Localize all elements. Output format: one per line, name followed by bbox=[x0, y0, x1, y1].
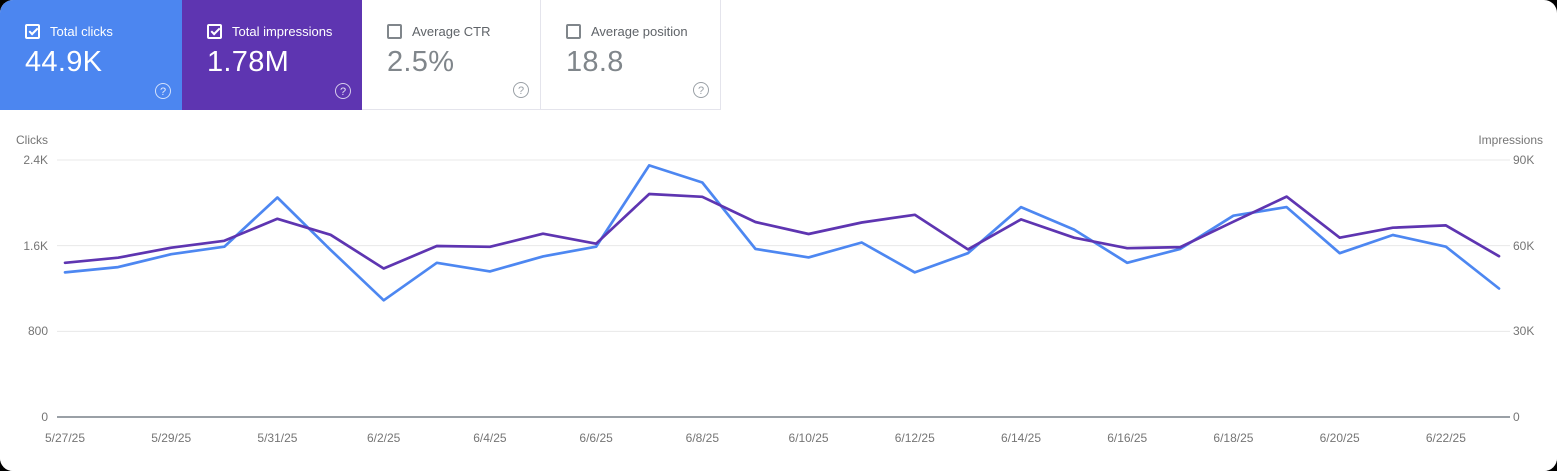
help-icon[interactable]: ? bbox=[513, 82, 529, 98]
metric-value: 2.5% bbox=[387, 46, 455, 78]
metric-value: 18.8 bbox=[566, 46, 624, 78]
x-axis-label: 6/6/25 bbox=[579, 431, 613, 445]
metric-card-average-position[interactable]: Average position 18.8 ? bbox=[541, 0, 721, 110]
x-axis-label: 6/2/25 bbox=[366, 431, 401, 445]
checkbox-checked-icon[interactable] bbox=[25, 24, 40, 39]
x-axis-label: 5/31/25 bbox=[257, 431, 298, 445]
y-axis-tick-clicks: 1.6K bbox=[23, 238, 48, 253]
help-icon[interactable]: ? bbox=[335, 83, 351, 99]
metric-card-header: Total impressions bbox=[207, 24, 332, 39]
help-icon[interactable]: ? bbox=[155, 83, 171, 99]
y-axis-tick-impressions: 90K bbox=[1513, 153, 1535, 167]
metric-value: 44.9K bbox=[25, 46, 103, 78]
x-axis-label: 6/16/25 bbox=[1107, 431, 1148, 445]
x-axis-label: 5/27/25 bbox=[44, 431, 86, 445]
help-icon[interactable]: ? bbox=[693, 82, 709, 98]
x-axis-label: 6/20/25 bbox=[1319, 431, 1360, 445]
y-axis-tick-clicks: 2.4K bbox=[23, 153, 48, 167]
x-axis-label: 6/4/25 bbox=[473, 431, 507, 445]
metric-value: 1.78M bbox=[207, 46, 290, 78]
x-axis-label: 6/22/25 bbox=[1425, 431, 1466, 445]
y-axis-tick-impressions: 60K bbox=[1513, 238, 1535, 253]
x-axis-label: 6/14/25 bbox=[1000, 431, 1042, 445]
y-axis-tick-clicks: 0 bbox=[41, 410, 48, 424]
x-axis-label: 5/29/25 bbox=[151, 431, 192, 445]
metric-label: Total clicks bbox=[50, 24, 113, 39]
x-axis-label: 6/8/25 bbox=[685, 431, 720, 445]
metric-card-total-clicks[interactable]: Total clicks 44.9K ? bbox=[0, 0, 182, 110]
x-axis-label: 6/10/25 bbox=[788, 431, 829, 445]
y-axis-tick-impressions: 0 bbox=[1513, 410, 1520, 424]
metric-card-header: Total clicks bbox=[25, 24, 113, 39]
checkbox-unchecked-icon[interactable] bbox=[387, 24, 402, 39]
clicks-line bbox=[63, 164, 1501, 302]
metric-card-header: Average CTR bbox=[387, 24, 491, 39]
checkbox-checked-icon[interactable] bbox=[207, 24, 222, 39]
x-axis-label: 6/18/25 bbox=[1213, 431, 1254, 445]
metric-card-total-impressions[interactable]: Total impressions 1.78M ? bbox=[182, 0, 362, 110]
metric-card-average-ctr[interactable]: Average CTR 2.5% ? bbox=[362, 0, 541, 110]
metric-label: Total impressions bbox=[232, 24, 333, 39]
left-axis-title: Clicks bbox=[16, 133, 48, 147]
metric-label: Average position bbox=[591, 24, 688, 39]
impressions-line bbox=[63, 192, 1501, 270]
metric-cards: Total clicks 44.9K ? Total impressions 1… bbox=[0, 0, 721, 110]
metric-card-header: Average position bbox=[566, 24, 688, 39]
checkbox-unchecked-icon[interactable] bbox=[566, 24, 581, 39]
x-axis-label: 6/12/25 bbox=[894, 431, 935, 445]
metric-label: Average CTR bbox=[412, 24, 491, 39]
right-axis-title: Impressions bbox=[1478, 133, 1543, 147]
y-axis-tick-impressions: 30K bbox=[1513, 324, 1535, 339]
performance-chart: Clicks Impressions 0 800 1.6K 2.4K 0 30K 60K 9… bbox=[0, 110, 1557, 471]
y-axis-tick-clicks: 800 bbox=[27, 324, 48, 339]
